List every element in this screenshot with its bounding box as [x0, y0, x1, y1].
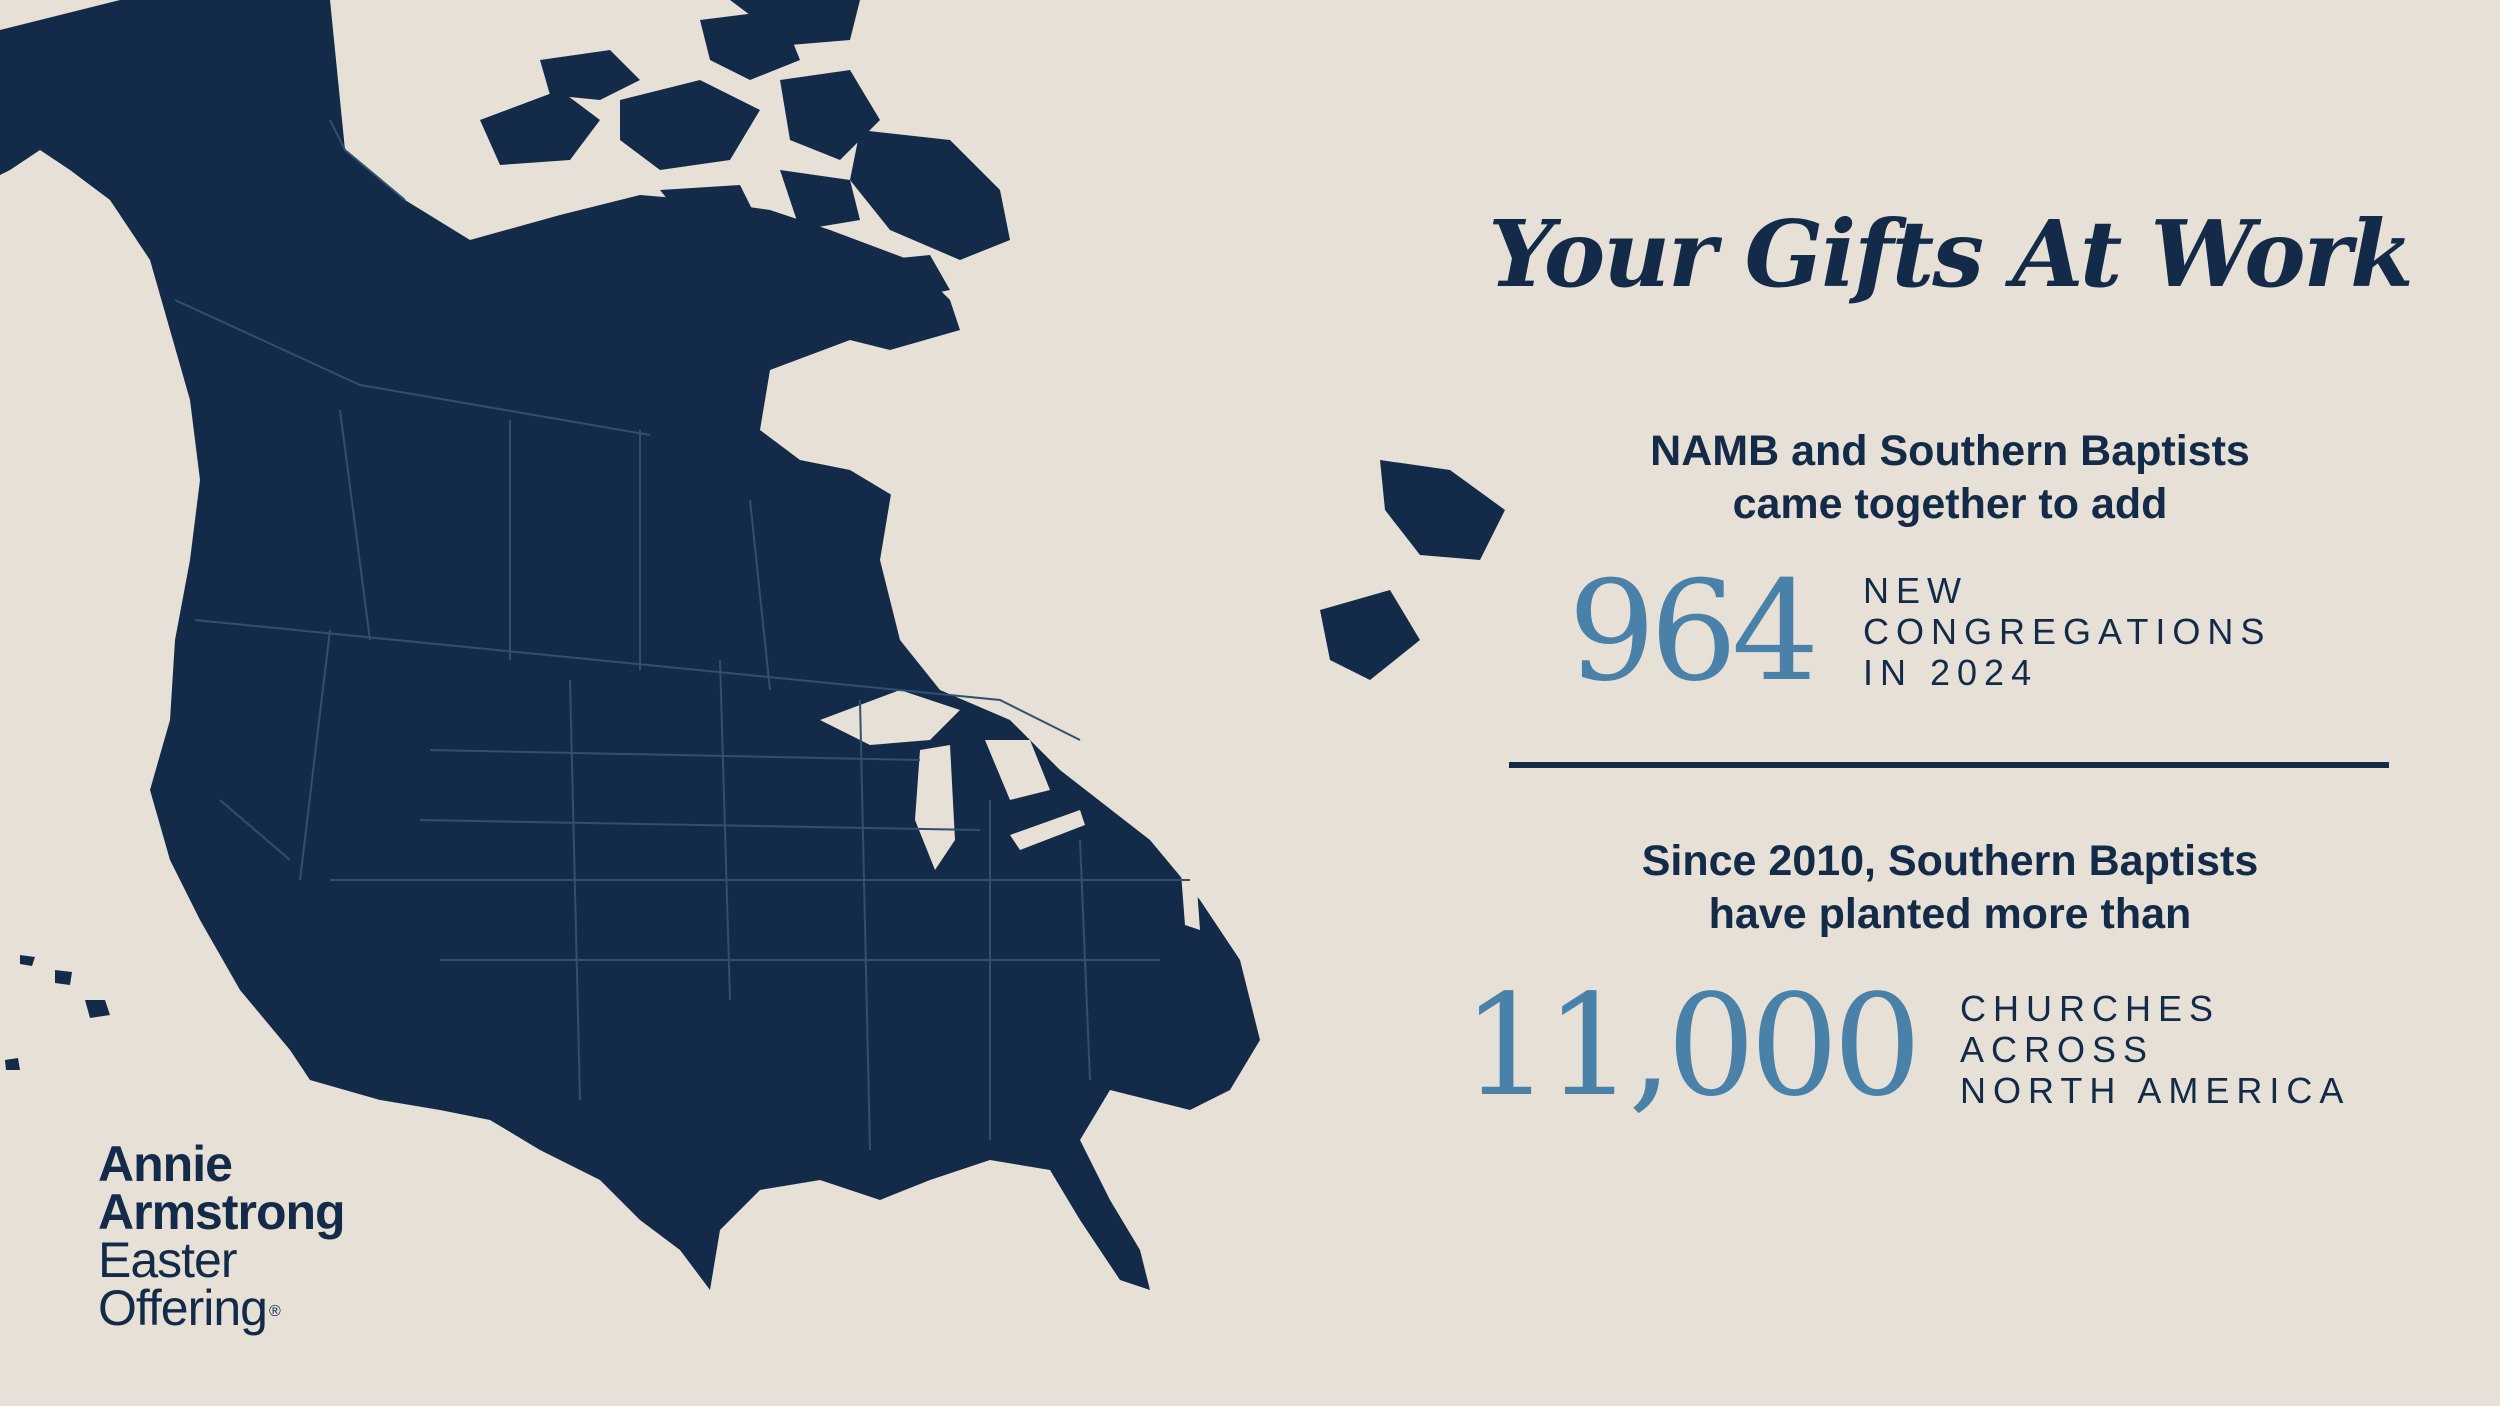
- stat-1-intro-line-1: NAMB and Southern Baptists: [1650, 427, 2250, 475]
- lake-huron-shape: [985, 740, 1050, 800]
- stat-1-intro-line-2: came together to add: [1732, 480, 2168, 528]
- logo-line-4: Offering: [98, 1280, 268, 1336]
- north-america-map-icon: [0, 0, 1505, 1290]
- stat-1-label-line-3: IN 2024: [1863, 652, 2039, 693]
- stat-1-label: NEW CONGREGATIONS IN 2024: [1863, 570, 2271, 693]
- stat-2-label-line-1: CHURCHES: [1960, 988, 2221, 1029]
- logo-line-2: Armstrong: [98, 1184, 346, 1240]
- arctic-island: [780, 70, 880, 160]
- state-border: [299, 629, 331, 881]
- state-border: [219, 799, 291, 861]
- state-border: [419, 819, 981, 831]
- nova-scotia-shape: [1320, 590, 1420, 680]
- lake-michigan-shape: [915, 745, 955, 870]
- hudson-bay-shape: [760, 340, 1020, 590]
- hawaii-island: [5, 1058, 20, 1070]
- st-lawrence-gulf-shape: [1190, 580, 1320, 680]
- registered-mark: ®: [268, 1303, 281, 1320]
- hawaii-island: [85, 1000, 110, 1018]
- stat-2-label-line-3: NORTH AMERICA: [1960, 1070, 2351, 1111]
- state-border: [429, 749, 921, 761]
- province-border: [749, 499, 771, 691]
- state-border: [719, 659, 731, 1001]
- arctic-island: [880, 255, 950, 300]
- stat-2-intro: Since 2010, Southern Baptists have plant…: [1500, 835, 2400, 941]
- mainland-shape: [0, 0, 1260, 1290]
- chesapeake-shape: [1180, 860, 1200, 930]
- logo-line-3: Easter: [98, 1232, 238, 1288]
- lake-superior-shape: [820, 690, 960, 745]
- stat-1-label-line-2: CONGREGATIONS: [1863, 611, 2272, 652]
- annie-armstrong-logo: Annie Armstrong Easter Offering ®: [98, 1136, 346, 1333]
- alaska-border: [329, 119, 406, 201]
- state-border: [569, 679, 581, 1101]
- arctic-island: [850, 130, 1010, 260]
- state-border: [859, 699, 871, 1151]
- hawaii-island: [20, 955, 35, 966]
- state-border: [1079, 839, 1091, 1081]
- arctic-island: [780, 170, 860, 230]
- logo-line-1: Annie: [98, 1136, 233, 1192]
- lake-ontario-shape: [1090, 770, 1140, 792]
- arctic-island: [730, 0, 860, 45]
- newfoundland-island: [1380, 460, 1505, 560]
- arctic-island: [540, 50, 640, 100]
- logo-line-4-wrapper: Offering ®: [98, 1283, 345, 1333]
- arctic-island: [660, 185, 760, 240]
- stat-2-label-line-2: ACROSS: [1960, 1029, 2155, 1070]
- province-border: [339, 409, 371, 641]
- arctic-island: [620, 80, 760, 170]
- stat-1-intro: NAMB and Southern Baptists came together…: [1500, 425, 2400, 531]
- stat-2-number: 11,000: [1462, 965, 1922, 1128]
- stat-2-intro-line-1: Since 2010, Southern Baptists: [1641, 837, 2259, 885]
- stat-1-number: 964: [1568, 551, 1819, 712]
- lake-erie-shape: [1010, 810, 1085, 850]
- stat-2-intro-line-2: have planted more than: [1708, 890, 2192, 938]
- stat-1-label-line-1: NEW: [1863, 570, 1968, 611]
- page-title: Your Gifts At Work: [1488, 200, 2414, 308]
- province-border: [174, 299, 651, 436]
- arctic-island: [480, 90, 600, 165]
- section-divider: [1509, 762, 2389, 768]
- stat-2-label: CHURCHES ACROSS NORTH AMERICA: [1960, 988, 2350, 1111]
- us-canada-border: [194, 619, 1081, 741]
- hawaii-island: [55, 970, 72, 985]
